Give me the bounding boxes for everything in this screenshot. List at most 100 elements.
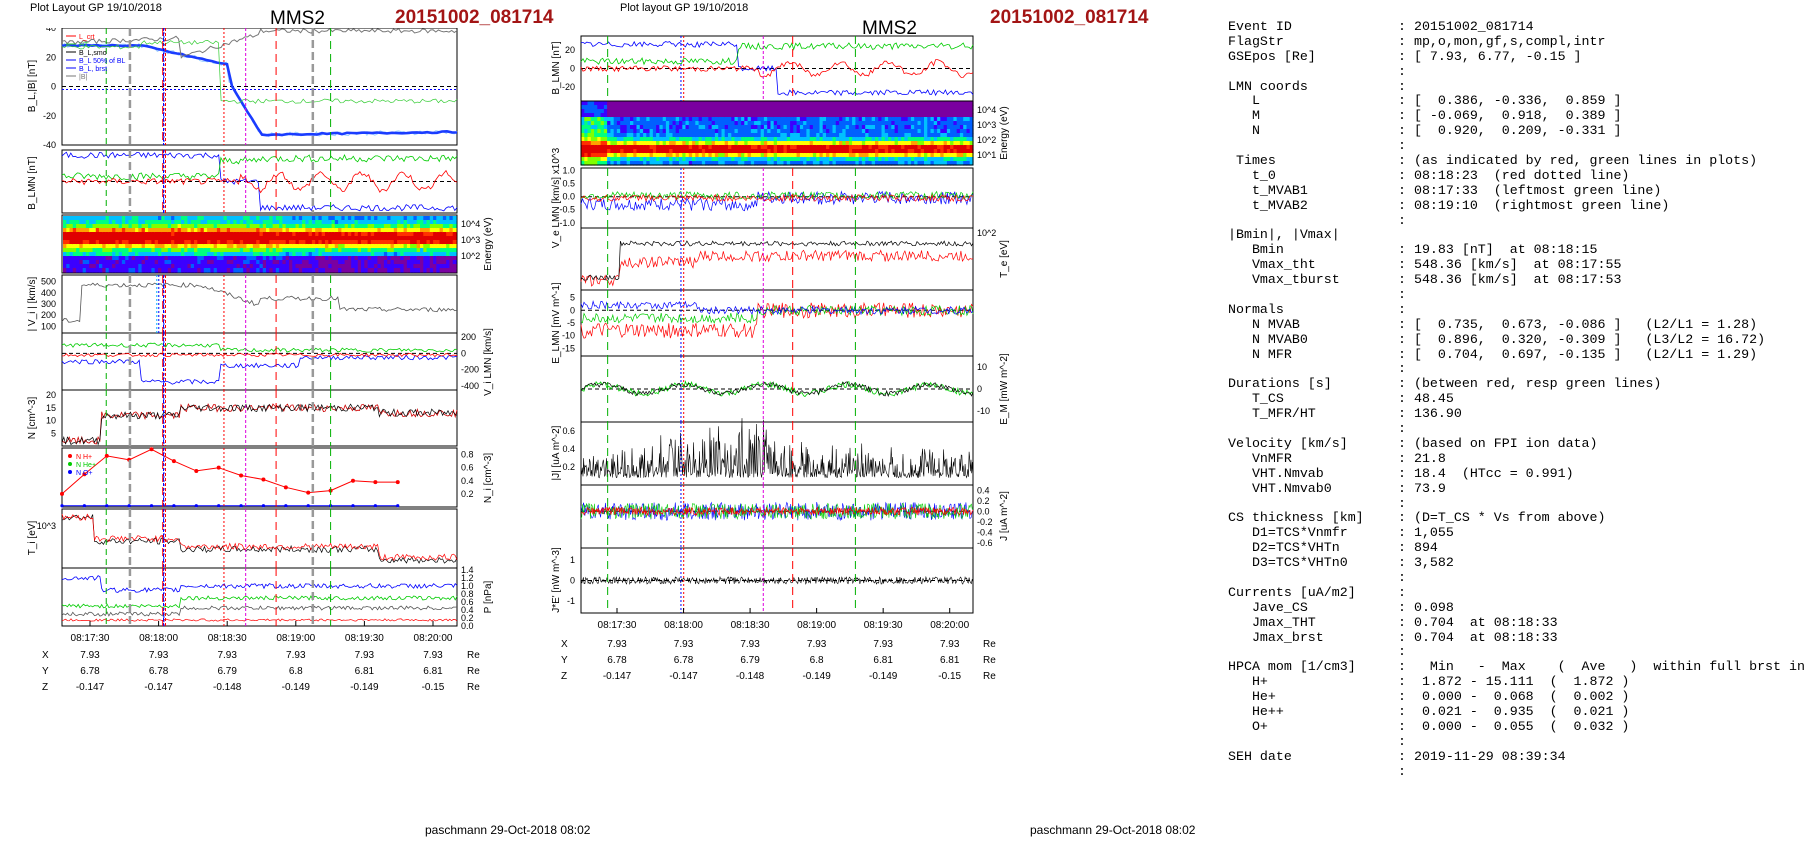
spectrogram-cell [190,260,195,265]
spectrogram-cell [718,121,723,126]
spectrogram-cell [266,240,270,245]
spectrogram-cell [400,220,405,225]
spectrogram-cell [279,240,283,245]
time-tick-label: 08:19:00 [276,633,315,644]
pos-unit: Re [467,666,480,677]
spectrogram-cell [361,252,365,257]
spectrogram-cell [584,109,589,114]
spectrogram-cell [881,149,886,154]
spectrogram-cell [131,236,136,241]
spectrogram-cell [249,256,254,261]
spectrogram-cell [272,240,277,245]
spectrogram-cell [446,220,451,225]
info-value: : [1398,584,1406,600]
spectrogram-cell [403,260,408,265]
spectrogram-cell [429,252,434,257]
spectrogram-cell [643,137,647,142]
spectrogram-cell [724,153,729,158]
spectrogram-cell [72,240,77,245]
spectrogram-cell [917,153,922,158]
spectrogram-cell [177,244,182,249]
spectrogram-cell [910,137,915,142]
spectrogram-cell [72,264,77,269]
spectrogram-cell [868,133,873,138]
spectrogram-cell [151,252,156,257]
spectrogram-cell [803,125,807,130]
spectrogram-cell [308,252,313,257]
spectrogram-cell [406,260,411,265]
spectrogram-cell [832,113,837,118]
spectrogram-cell [164,248,169,253]
spectrogram-cell [858,105,863,110]
spectrogram-cell [652,105,657,110]
spectrogram-cell [112,264,116,269]
spectrogram-cell [770,133,775,138]
legend-label: HT [79,42,89,49]
spectrogram-cell [718,137,723,142]
spectrogram-cell [705,125,709,130]
spectrogram-cell [649,125,654,130]
spectrogram-cell [832,141,837,146]
spectrogram-cell [894,133,899,138]
spectrogram-cell [259,268,264,273]
spectrogram-cell [403,236,408,241]
spectrogram-cell [295,252,300,257]
spectrogram-cell [626,137,631,142]
spectrogram-cell [718,105,723,110]
spectrogram-cell [351,220,356,225]
spectrogram-cell [587,113,592,118]
spectrogram-cell [901,129,905,134]
spectrogram-cell [701,141,706,146]
spectrogram-cell [672,101,677,106]
spectrogram-cell [171,248,175,253]
spectrogram-cell [279,248,283,253]
spectrogram-cell [793,117,798,122]
spectrogram-cell [141,244,146,249]
spectrogram-cell [688,129,693,134]
spectrogram-cell [734,125,739,130]
spectrogram-cell [279,260,283,265]
spectrogram-cell [95,260,100,265]
spectrogram-cell [439,236,444,241]
info-row: : [1228,644,1798,660]
spectrogram-cell [436,244,441,249]
spectrogram-cell [875,125,879,130]
spectrogram-cell [194,240,198,245]
tick-label: 20 [565,45,575,55]
tick-label: 0.8 [461,589,474,599]
spectrogram-cell [724,101,729,106]
spectrogram-cell [855,129,860,134]
spectrogram-cell [239,248,244,253]
tick-label: -200 [461,365,479,375]
spectrogram-cell [69,260,74,265]
spectrogram-cell [374,256,378,261]
spectrogram-cell [302,256,306,261]
spectrogram-cell [164,228,169,233]
spectrogram-cell [633,157,638,162]
spectrogram-cell [914,161,919,166]
spectrogram-cell [298,260,303,265]
spectrogram-cell [82,252,87,257]
info-key: D3=TCS*VHTn0 [1228,555,1348,571]
spectrogram-cell [305,248,310,253]
spectrogram-cell [754,109,758,114]
spectrogram-cell [969,109,974,114]
spectrogram-cell [910,133,915,138]
spectrogram-cell [367,252,372,257]
spectrogram-cell [933,113,938,118]
spectrogram-cell [223,240,228,245]
left-panel-frame-4 [61,274,458,334]
spectrogram-cell [63,216,67,221]
spectrogram-cell [888,145,892,150]
spectrogram-cell [334,228,339,233]
spectrogram-cell [959,133,964,138]
spectrogram-cell [439,268,444,273]
spectrogram-cell [325,232,329,237]
spectrogram-cell [121,256,126,261]
spectrogram-cell [959,121,964,126]
spectrogram-cell [311,232,316,237]
info-value: : mp,o,mon,gf,s,compl,intr [1398,33,1606,49]
spectrogram-cell [207,236,211,241]
spectrogram-cell [151,220,156,225]
